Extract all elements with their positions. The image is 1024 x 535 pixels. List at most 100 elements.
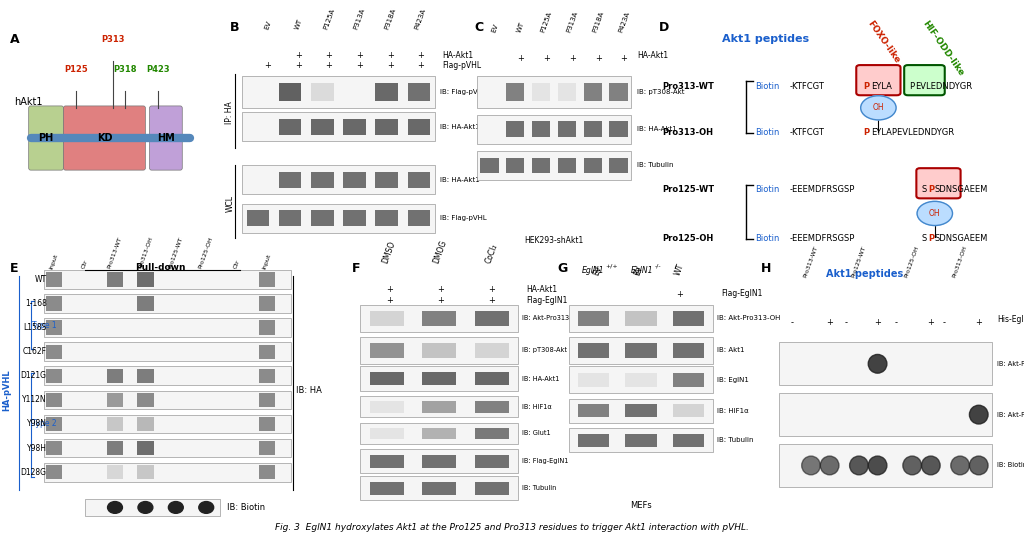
Bar xyxy=(779,444,992,487)
Bar xyxy=(422,372,457,385)
Bar xyxy=(476,77,632,108)
Bar xyxy=(584,83,602,101)
Text: Type 2: Type 2 xyxy=(32,419,56,429)
Bar xyxy=(422,343,457,358)
Bar xyxy=(480,157,499,173)
Circle shape xyxy=(199,502,214,514)
Bar xyxy=(376,119,398,135)
Text: Y112N: Y112N xyxy=(23,395,47,404)
Bar xyxy=(44,391,291,409)
Text: MEFs: MEFs xyxy=(630,501,652,510)
Text: IB: Glut1: IB: Glut1 xyxy=(522,430,551,437)
Text: SDNSGAEEM: SDNSGAEEM xyxy=(935,185,988,194)
Bar xyxy=(137,441,154,455)
Text: IB: EglN1: IB: EglN1 xyxy=(717,377,749,383)
Bar xyxy=(408,172,430,188)
Bar xyxy=(44,439,291,457)
Bar xyxy=(311,210,334,226)
Text: G: G xyxy=(557,262,567,275)
Text: +: + xyxy=(386,296,392,304)
Bar xyxy=(259,417,275,431)
Bar xyxy=(370,311,403,326)
Text: FOXO-like: FOXO-like xyxy=(865,19,901,65)
Text: IB: Flag-pVHL: IB: Flag-pVHL xyxy=(439,89,486,95)
Text: +: + xyxy=(264,61,271,70)
Text: DMSO: DMSO xyxy=(381,240,397,265)
Bar xyxy=(422,482,457,495)
Text: EglN1: EglN1 xyxy=(582,266,604,275)
Text: P423: P423 xyxy=(145,65,170,74)
Text: +: + xyxy=(387,61,393,70)
Bar xyxy=(343,210,366,226)
Text: EV: EV xyxy=(592,264,604,277)
Bar xyxy=(422,427,457,439)
Text: P313: P313 xyxy=(101,35,124,44)
Text: HIF-ODD-like: HIF-ODD-like xyxy=(921,19,966,77)
Text: +: + xyxy=(677,291,683,299)
Text: Input: Input xyxy=(49,253,59,270)
Bar xyxy=(259,441,275,455)
Text: IB: HA: IB: HA xyxy=(296,386,322,395)
Text: IB: Biotin: IB: Biotin xyxy=(226,503,264,512)
Bar xyxy=(674,433,705,447)
Text: P: P xyxy=(863,82,869,91)
Bar xyxy=(279,210,301,226)
Bar xyxy=(46,296,62,311)
Text: +: + xyxy=(517,54,524,63)
Text: EV: EV xyxy=(263,20,272,30)
Text: -: - xyxy=(844,318,847,327)
Text: Pro313-OH: Pro313-OH xyxy=(663,128,714,137)
Text: -: - xyxy=(791,318,794,327)
Bar xyxy=(506,157,524,173)
Bar xyxy=(46,441,62,455)
Bar xyxy=(370,455,403,468)
Bar xyxy=(137,417,154,431)
Text: -EEEMDFRSGSP: -EEEMDFRSGSP xyxy=(790,234,855,243)
Text: EV: EV xyxy=(490,22,500,33)
Bar xyxy=(106,393,123,407)
Text: IB: Flag-pVHL: IB: Flag-pVHL xyxy=(439,215,486,221)
Text: C162F: C162F xyxy=(23,347,47,356)
Bar xyxy=(558,121,575,137)
Bar xyxy=(422,401,457,412)
Text: Akt1 peptides: Akt1 peptides xyxy=(825,269,903,279)
Text: Pro125-OH: Pro125-OH xyxy=(198,236,214,270)
Bar xyxy=(360,449,518,473)
Bar xyxy=(475,372,509,385)
Bar xyxy=(46,320,62,335)
Text: Biotin: Biotin xyxy=(755,128,779,137)
Bar xyxy=(259,320,275,335)
Text: P: P xyxy=(928,234,934,243)
Bar xyxy=(106,441,123,455)
Bar xyxy=(475,482,509,495)
Text: -EEEMDFRSGSP: -EEEMDFRSGSP xyxy=(790,185,855,194)
Bar xyxy=(408,83,430,101)
Bar xyxy=(85,499,220,516)
Text: P: P xyxy=(928,185,934,194)
Bar xyxy=(506,121,524,137)
Bar xyxy=(370,343,403,358)
Bar xyxy=(44,463,291,482)
Text: +: + xyxy=(326,51,333,60)
Text: WT: WT xyxy=(674,262,686,277)
Text: EYLA: EYLA xyxy=(871,82,892,91)
Text: +: + xyxy=(295,61,302,70)
Text: HEK293-shAkt1: HEK293-shAkt1 xyxy=(524,236,584,244)
Bar xyxy=(137,465,154,479)
Text: E: E xyxy=(10,262,18,275)
Text: EYLAPEVLEDNDYGR: EYLAPEVLEDNDYGR xyxy=(871,128,954,137)
Bar xyxy=(279,119,301,135)
Text: IB: pT308-Akt: IB: pT308-Akt xyxy=(522,347,567,354)
Text: D121G: D121G xyxy=(20,371,47,380)
Text: Fig. 3  EglN1 hydroxylates Akt1 at the Pro125 and Pro313 residues to trigger Akt: Fig. 3 EglN1 hydroxylates Akt1 at the Pr… xyxy=(275,523,749,532)
Circle shape xyxy=(850,456,868,475)
Bar xyxy=(259,369,275,383)
Bar xyxy=(578,343,608,358)
Bar xyxy=(311,172,334,188)
Bar xyxy=(44,415,291,433)
Bar xyxy=(626,343,656,358)
Text: +: + xyxy=(386,285,392,294)
Bar xyxy=(569,399,713,423)
Bar xyxy=(532,121,550,137)
Bar xyxy=(360,305,518,332)
